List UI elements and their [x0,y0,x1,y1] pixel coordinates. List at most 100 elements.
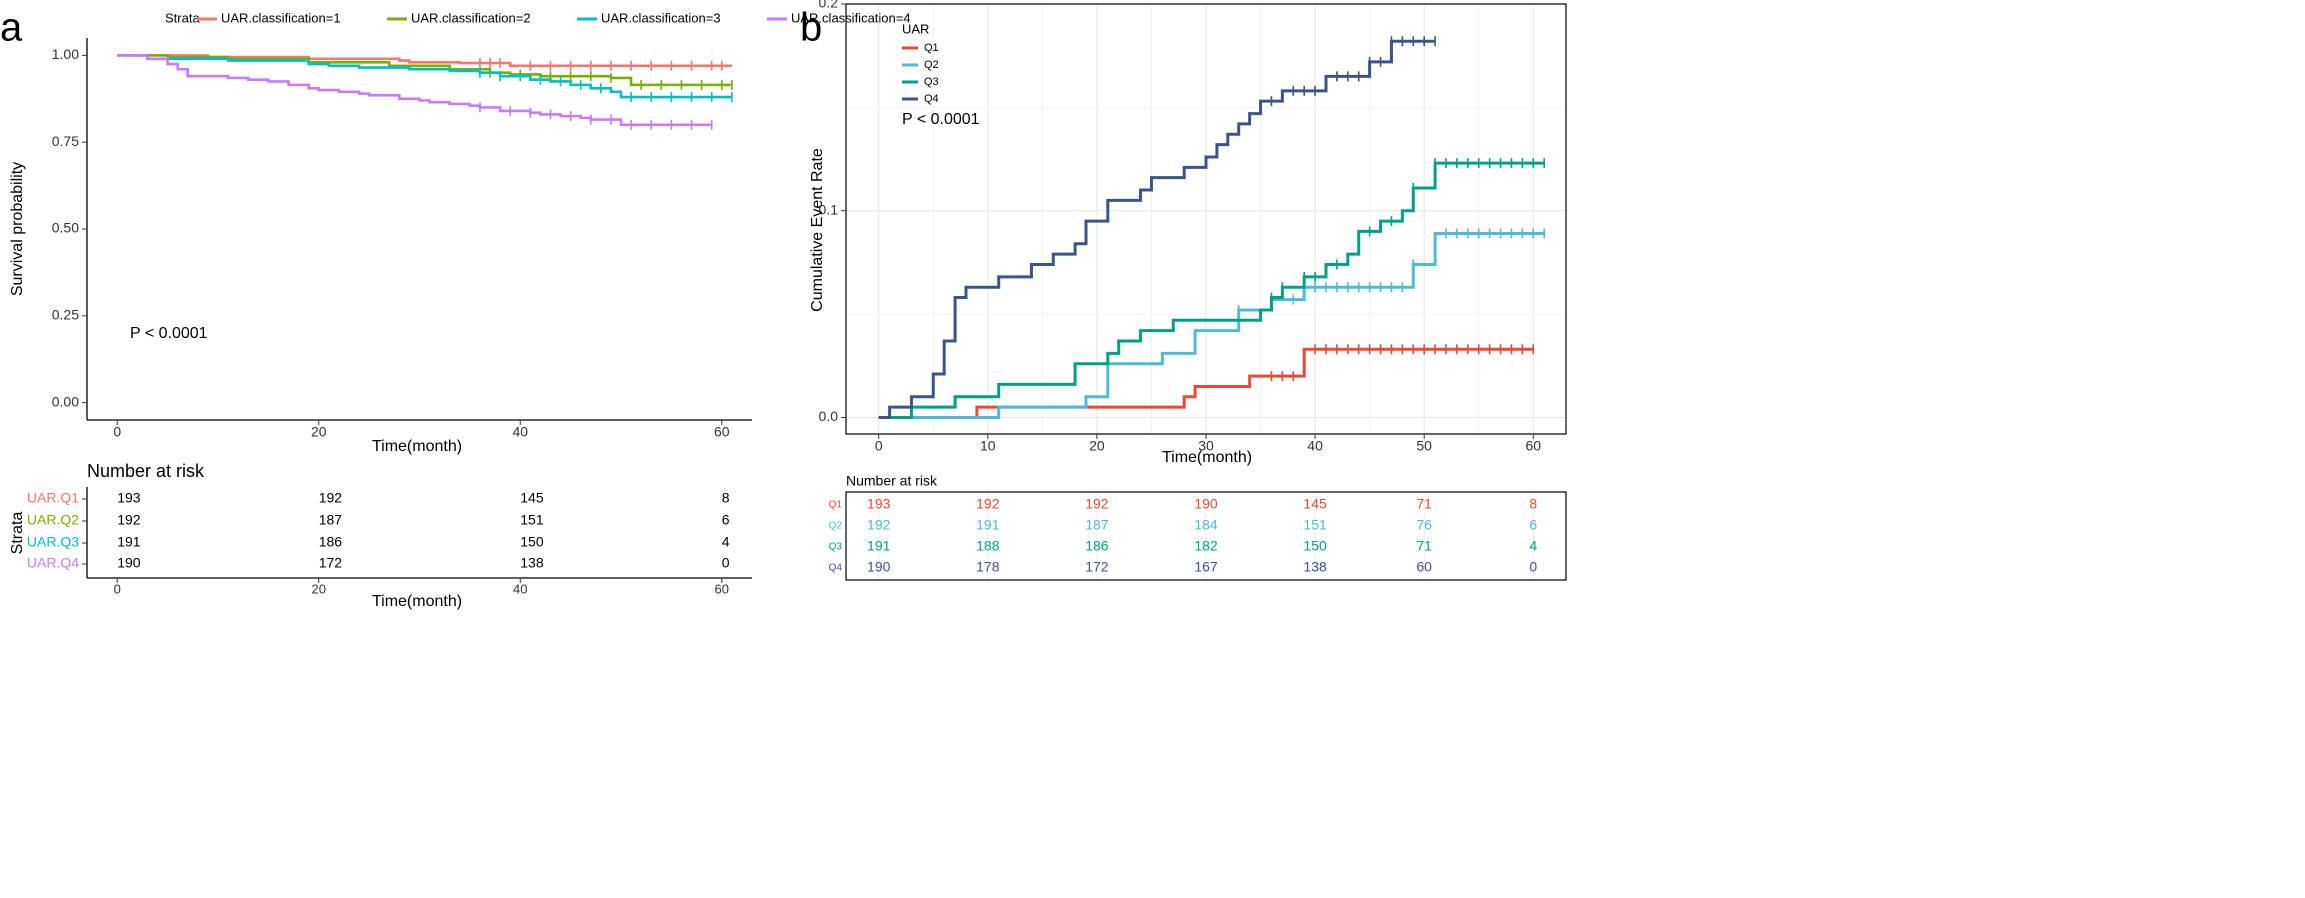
legend-a-label-3: UAR.classification=3 [601,10,721,25]
panel-b-x-tick-label: 0 [875,438,883,454]
risk-a-cell: 192 [117,512,141,528]
legend-b-label-q4: Q4 [924,93,939,105]
panel-a-risk-strata-label: Strata [9,512,26,555]
risk-b-cell: 186 [1085,538,1109,554]
panel-a-x-tick-label: 0 [113,424,121,440]
legend-a-label-4: UAR.classification=4 [791,10,911,25]
panel-a-y-tick-label: 0.75 [52,133,79,149]
risk-b-cell: 145 [1303,496,1327,512]
risk-b-cell: 188 [976,538,1000,554]
panel-a-risk-x-tick-label: 40 [513,581,527,596]
risk-a-cell: 187 [319,512,343,528]
panel-a-y-tick-label: 0.00 [52,393,79,409]
risk-a-cell: 191 [117,534,141,550]
panel-b-x-tick-label: 60 [1525,438,1541,454]
panel-a-pvalue: P < 0.0001 [130,325,208,342]
risk-b-row-label: Q3 [829,542,843,553]
risk-b-row-label: Q2 [829,521,843,532]
panel-a-y-label: Survival probability [9,162,26,296]
risk-b-cell: 193 [867,496,891,512]
risk-b-cell: 71 [1416,538,1432,554]
legend-b-label-q1: Q1 [924,42,939,54]
risk-a-cell: 150 [520,534,544,550]
panel-b-label: b [800,6,822,50]
panel-b-x-tick-label: 30 [1198,438,1214,454]
panel-b-grid [846,3,1566,434]
panel-a-x-tick-label: 40 [512,424,528,440]
panel-a-y-tick-label: 0.50 [52,220,79,236]
risk-a-cell: 172 [319,555,343,571]
risk-b-cell: 71 [1416,496,1432,512]
risk-b-cell: 150 [1303,538,1327,554]
survival-curve-4 [117,54,712,127]
risk-b-cell: 4 [1529,538,1537,554]
panel-b-risk-grid [878,492,1534,580]
panel-b-y-label: Cumulative Event Rate [809,148,826,312]
risk-a-cell: 145 [520,490,544,506]
risk-b-row-label: Q1 [829,500,843,511]
legend-b-label-q3: Q3 [924,76,939,88]
risk-b-cell: 60 [1416,559,1432,575]
panel-a-x-tick-label: 60 [714,424,730,440]
risk-a-cell: 6 [722,512,730,528]
panel-a-x-label: Time(month) [372,438,462,455]
panel-b-y-tick-label: 0.2 [819,0,839,11]
risk-b-cell: 191 [976,517,1000,533]
risk-b-cell: 182 [1194,538,1218,554]
risk-b-cell: 191 [867,538,891,554]
legend-b-label-q2: Q2 [924,59,939,71]
panel-a-x-tick-label: 20 [311,424,327,440]
panel-b-x-tick-label: 50 [1416,438,1432,454]
risk-b-cell: 172 [1085,559,1109,575]
legend-a-label-1: UAR.classification=1 [221,10,341,25]
event-curve-q4 [878,39,1436,419]
risk-b-cell: 167 [1194,559,1218,575]
panel-b-y-tick-label: 0.1 [819,201,839,217]
panel-a-risk-x-label: Time(month) [372,593,462,610]
risk-b-cell: 178 [976,559,1000,575]
risk-b-cell: 187 [1085,517,1109,533]
risk-b-cell: 8 [1529,496,1537,512]
risk-a-row-label: UAR.Q4 [27,555,79,571]
risk-a-row-label: UAR.Q1 [27,490,79,506]
risk-b-cell: 190 [867,559,891,575]
panel-a-legend-title: Strata [165,10,200,25]
panel-a-label: a [0,6,23,50]
panel-a-y-tick-label: 1.00 [52,46,79,62]
risk-b-cell: 192 [867,517,891,533]
panel-b-risk-border [845,491,1567,581]
risk-b-row-label: Q4 [829,563,843,574]
risk-a-cell: 4 [722,534,730,550]
risk-a-cell: 8 [722,490,730,506]
panel-a-risk-x-tick-label: 60 [715,581,729,596]
risk-b-cell: 184 [1194,517,1218,533]
risk-a-cell: 138 [520,555,544,571]
panel-b-y-tick-label: 0.0 [819,408,839,424]
panel-b-x-tick-label: 40 [1307,438,1323,454]
risk-b-cell: 138 [1303,559,1327,575]
risk-a-cell: 192 [319,490,343,506]
panel-b-x-label: Time(month) [1162,449,1252,466]
panel-b-x-tick-label: 10 [980,438,996,454]
risk-a-cell: 186 [319,534,343,550]
risk-b-cell: 6 [1529,517,1537,533]
panel-a-risk-title: Number at risk [87,461,205,481]
risk-b-cell: 190 [1194,496,1218,512]
panel-b-risk-title: Number at risk [846,473,938,489]
risk-a-cell: 151 [520,512,544,528]
panel-a-risk-x-tick-label: 0 [114,581,121,596]
panel-a-risk-x-tick-label: 20 [312,581,326,596]
event-curve-q3 [878,161,1545,419]
risk-b-cell: 0 [1529,559,1537,575]
risk-b-cell: 151 [1303,517,1327,533]
risk-a-cell: 0 [722,555,730,571]
legend-a-label-2: UAR.classification=2 [411,10,531,25]
panel-b-pvalue: P < 0.0001 [902,111,980,128]
risk-a-cell: 193 [117,490,141,506]
risk-a-cell: 190 [117,555,141,571]
panel-b-legend-title: UAR [902,21,929,36]
risk-b-cell: 192 [1085,496,1109,512]
event-curve-q1 [878,347,1534,419]
risk-b-cell: 76 [1416,517,1432,533]
